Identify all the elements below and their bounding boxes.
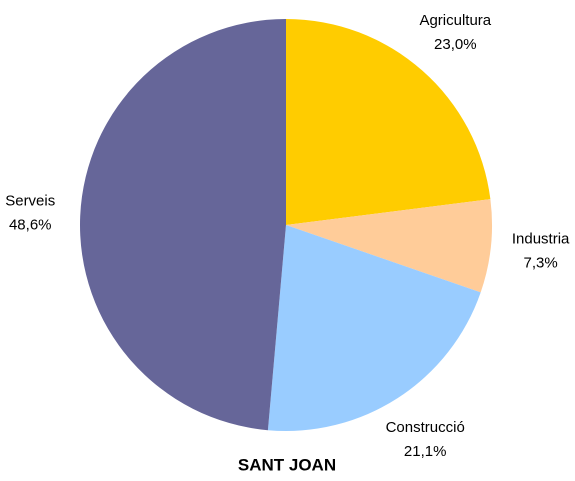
slice-label: Serveis xyxy=(5,193,55,210)
pie-slice xyxy=(286,199,493,293)
pie-slice xyxy=(286,19,491,225)
slice-label: Construcció xyxy=(386,419,465,436)
slice-value-label: 48,6% xyxy=(9,217,52,234)
chart-title: SANT JOAN xyxy=(238,455,336,474)
slice-label: Agricultura xyxy=(419,12,491,29)
pie-slice xyxy=(79,19,286,431)
pie-slice xyxy=(267,225,481,431)
slice-value-label: 23,0% xyxy=(434,36,477,53)
slice-value-label: 7,3% xyxy=(524,254,558,271)
slice-label: Industria xyxy=(512,230,570,247)
slice-value-label: 21,1% xyxy=(404,443,447,460)
